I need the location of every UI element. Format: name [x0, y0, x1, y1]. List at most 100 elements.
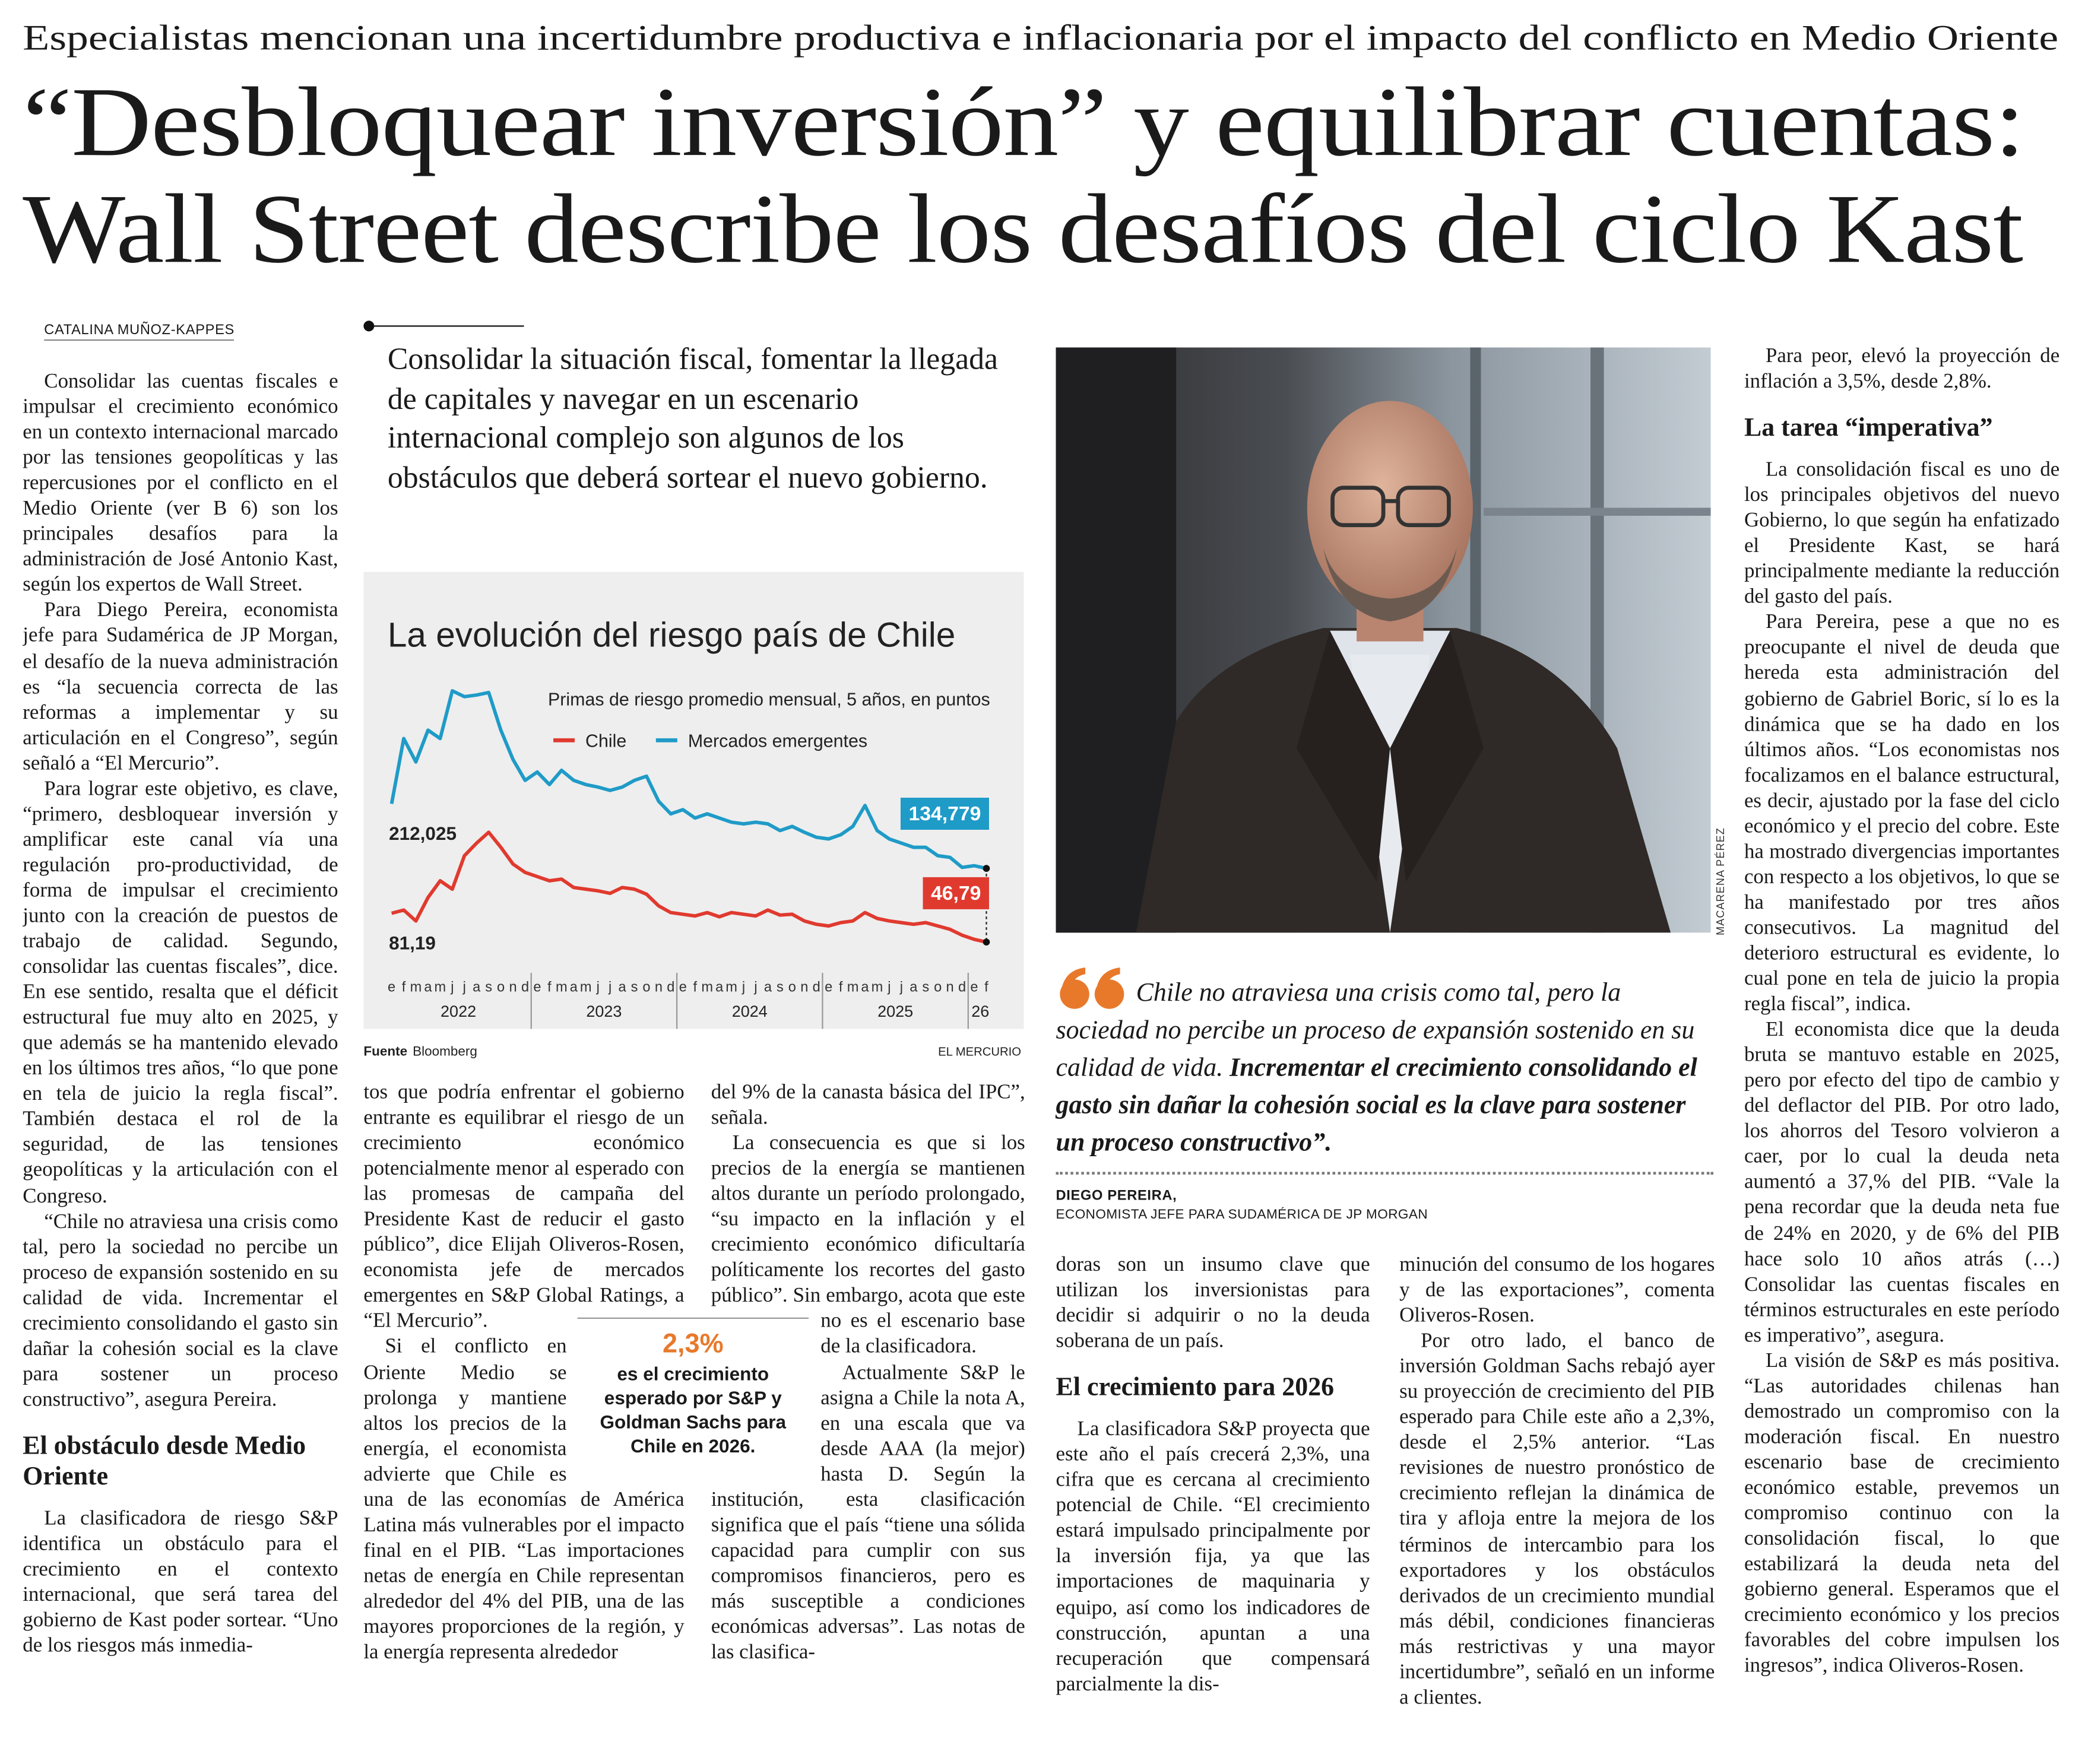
- x-tick-label: j: [899, 979, 903, 995]
- column: tos que podría enfrentar el gobierno ent…: [363, 1080, 684, 1740]
- paragraph: minución del consumo de los hogares y de…: [1399, 1253, 1715, 1327]
- paragraph: La clasificadora de riesgo S&P identific…: [23, 1507, 338, 1657]
- x-tick-label: d: [521, 979, 529, 995]
- x-tick-label: j: [596, 979, 600, 995]
- chart-subtitle: Primas de riesgo promedio mensual, 5 año…: [548, 690, 990, 710]
- series-line: [391, 830, 987, 944]
- x-tick-label: m: [725, 979, 737, 995]
- x-tick-label: e: [679, 979, 687, 995]
- x-tick-label: o: [788, 979, 796, 995]
- value-label: 212,025: [389, 823, 457, 844]
- x-tick-label: a: [715, 979, 724, 995]
- headline: Wall Street describe los desafíos del ci…: [23, 175, 2023, 285]
- x-tick-label: j: [450, 979, 454, 995]
- x-tick-label: j: [742, 979, 745, 995]
- x-tick-label: a: [424, 979, 432, 995]
- x-tick-label: f: [402, 979, 406, 995]
- x-group-label: 2022: [441, 1002, 476, 1020]
- paragraph: Por otro lado, el banco de inversión Gol…: [1399, 1330, 1715, 1709]
- x-tick-label: s: [777, 979, 784, 995]
- photo: [1056, 347, 1711, 933]
- quote-text: Chile no atraviesa una crisis como tal, …: [1056, 979, 1695, 1083]
- x-tick-label: f: [547, 979, 552, 995]
- series-line: [389, 689, 987, 870]
- x-tick-label: e: [388, 979, 395, 995]
- subheading: La tarea “imperativa”: [1744, 414, 1993, 443]
- x-tick-label: a: [570, 979, 578, 995]
- source: Bloomberg: [413, 1044, 477, 1059]
- x-tick-label: d: [958, 979, 966, 995]
- x-tick-label: m: [435, 979, 446, 995]
- x-tick-label: s: [631, 979, 638, 995]
- x-tick-label: d: [813, 979, 820, 995]
- column: Para peor, elevó la proyección de inflac…: [1744, 344, 2059, 1740]
- value-label-box: [900, 797, 989, 830]
- x-tick-label: f: [693, 979, 697, 995]
- x-tick-label: s: [485, 979, 492, 995]
- chart: La evolución del riesgo país de Chile Pr…: [363, 572, 1024, 1059]
- x-tick-label: n: [509, 979, 517, 995]
- paragraph: Para lograr este objetivo, es clave, “pr…: [23, 777, 338, 1208]
- photo-credit: MACARENA PÉREZ: [1715, 827, 1727, 935]
- paragraph: Si el conflicto en Oriente Medio se prol…: [363, 1335, 685, 1664]
- paragraph: “Chile no atraviesa una crisis como tal,…: [23, 1210, 338, 1411]
- x-tick-label: a: [861, 979, 869, 995]
- legend-label: Chile: [585, 731, 626, 751]
- x-tick-label: o: [934, 979, 942, 995]
- x-tick-label: m: [410, 979, 422, 995]
- x-tick-label: j: [608, 979, 611, 995]
- quote-author: DIEGO PEREIRA,: [1056, 1188, 1177, 1204]
- value-label: 46,79: [931, 882, 981, 905]
- value-label-box: [923, 877, 989, 909]
- paragraph: La clasificadora S&P proyecta que este a…: [1056, 1418, 1370, 1696]
- paragraph: Consolidar las cuentas fiscales e impuls…: [23, 370, 338, 597]
- x-tick-label: a: [619, 979, 627, 995]
- x-tick-label: o: [497, 979, 505, 995]
- x-tick-label: m: [847, 979, 859, 995]
- x-tick-label: e: [970, 979, 978, 995]
- source-label: Fuente: [363, 1044, 407, 1059]
- x-group-label: 26: [971, 1002, 989, 1020]
- chart-title: La evolución del riesgo país de Chile: [388, 616, 955, 655]
- callout-text: es el crecimiento esperado por S&P y Gol…: [600, 1363, 787, 1457]
- x-tick-label: o: [642, 979, 650, 995]
- x-tick-label: a: [764, 979, 772, 995]
- x-tick-label: d: [667, 979, 674, 995]
- x-tick-label: m: [556, 979, 568, 995]
- x-tick-label: m: [580, 979, 592, 995]
- paragraph: doras son un insumo clave que utilizan l…: [1056, 1253, 1370, 1353]
- pull-quote: Chile no atraviesa una crisis como tal, …: [1056, 975, 1714, 1162]
- deck-rule: [363, 321, 524, 332]
- value-label: 81,19: [389, 932, 436, 953]
- x-tick-label: j: [887, 979, 891, 995]
- quote-role: ECONOMISTA JEFE PARA SUDAMÉRICA DE JP MO…: [1056, 1208, 1428, 1223]
- x-tick-label: s: [922, 979, 929, 995]
- byline: CATALINA MUÑOZ-KAPPES: [44, 322, 235, 341]
- subheading: El crecimiento para 2026: [1056, 1373, 1335, 1403]
- paragraph: La consolidación fiscal es uno de los pr…: [1744, 458, 2060, 609]
- kicker: Especialistas mencionan una incertidumbr…: [23, 17, 2059, 58]
- headline-box: Wall Street describe los desafíos del ci…: [23, 176, 2023, 283]
- x-tick-label: j: [753, 979, 757, 995]
- paragraph: Para Diego Pereira, economista jefe para…: [23, 599, 338, 775]
- headline: “Desbloquear inversión” y equilibrar cue…: [23, 68, 2025, 178]
- paragraph: La consecuencia es que si los precios de…: [711, 1132, 1025, 1359]
- deck: Consolidar la situación fiscal, fomentar…: [387, 342, 998, 494]
- end-marker: [983, 938, 990, 946]
- x-tick-label: n: [946, 979, 954, 995]
- paragraph: del 9% de la canasta básica del IPC”, se…: [711, 1081, 1025, 1130]
- quote-mark: [1060, 967, 1124, 1009]
- kicker-box: Especialistas mencionan una incertidumbr…: [23, 16, 2058, 59]
- end-marker: [983, 865, 990, 872]
- x-group-label: 2024: [732, 1002, 768, 1020]
- column: minución del consumo de los hogares y de…: [1399, 1252, 1715, 1740]
- credit: EL MERCURIO: [938, 1046, 1021, 1059]
- quote-rule: [1056, 1172, 1714, 1175]
- column: Consolidar las cuentas fiscales e impuls…: [23, 369, 338, 1740]
- x-tick-label: f: [984, 979, 988, 995]
- column: doras son un insumo clave que utilizan l…: [1056, 1252, 1370, 1740]
- x-tick-label: n: [800, 979, 808, 995]
- paragraph: Para Pereira, pese a que no es preocupan…: [1744, 611, 2060, 1016]
